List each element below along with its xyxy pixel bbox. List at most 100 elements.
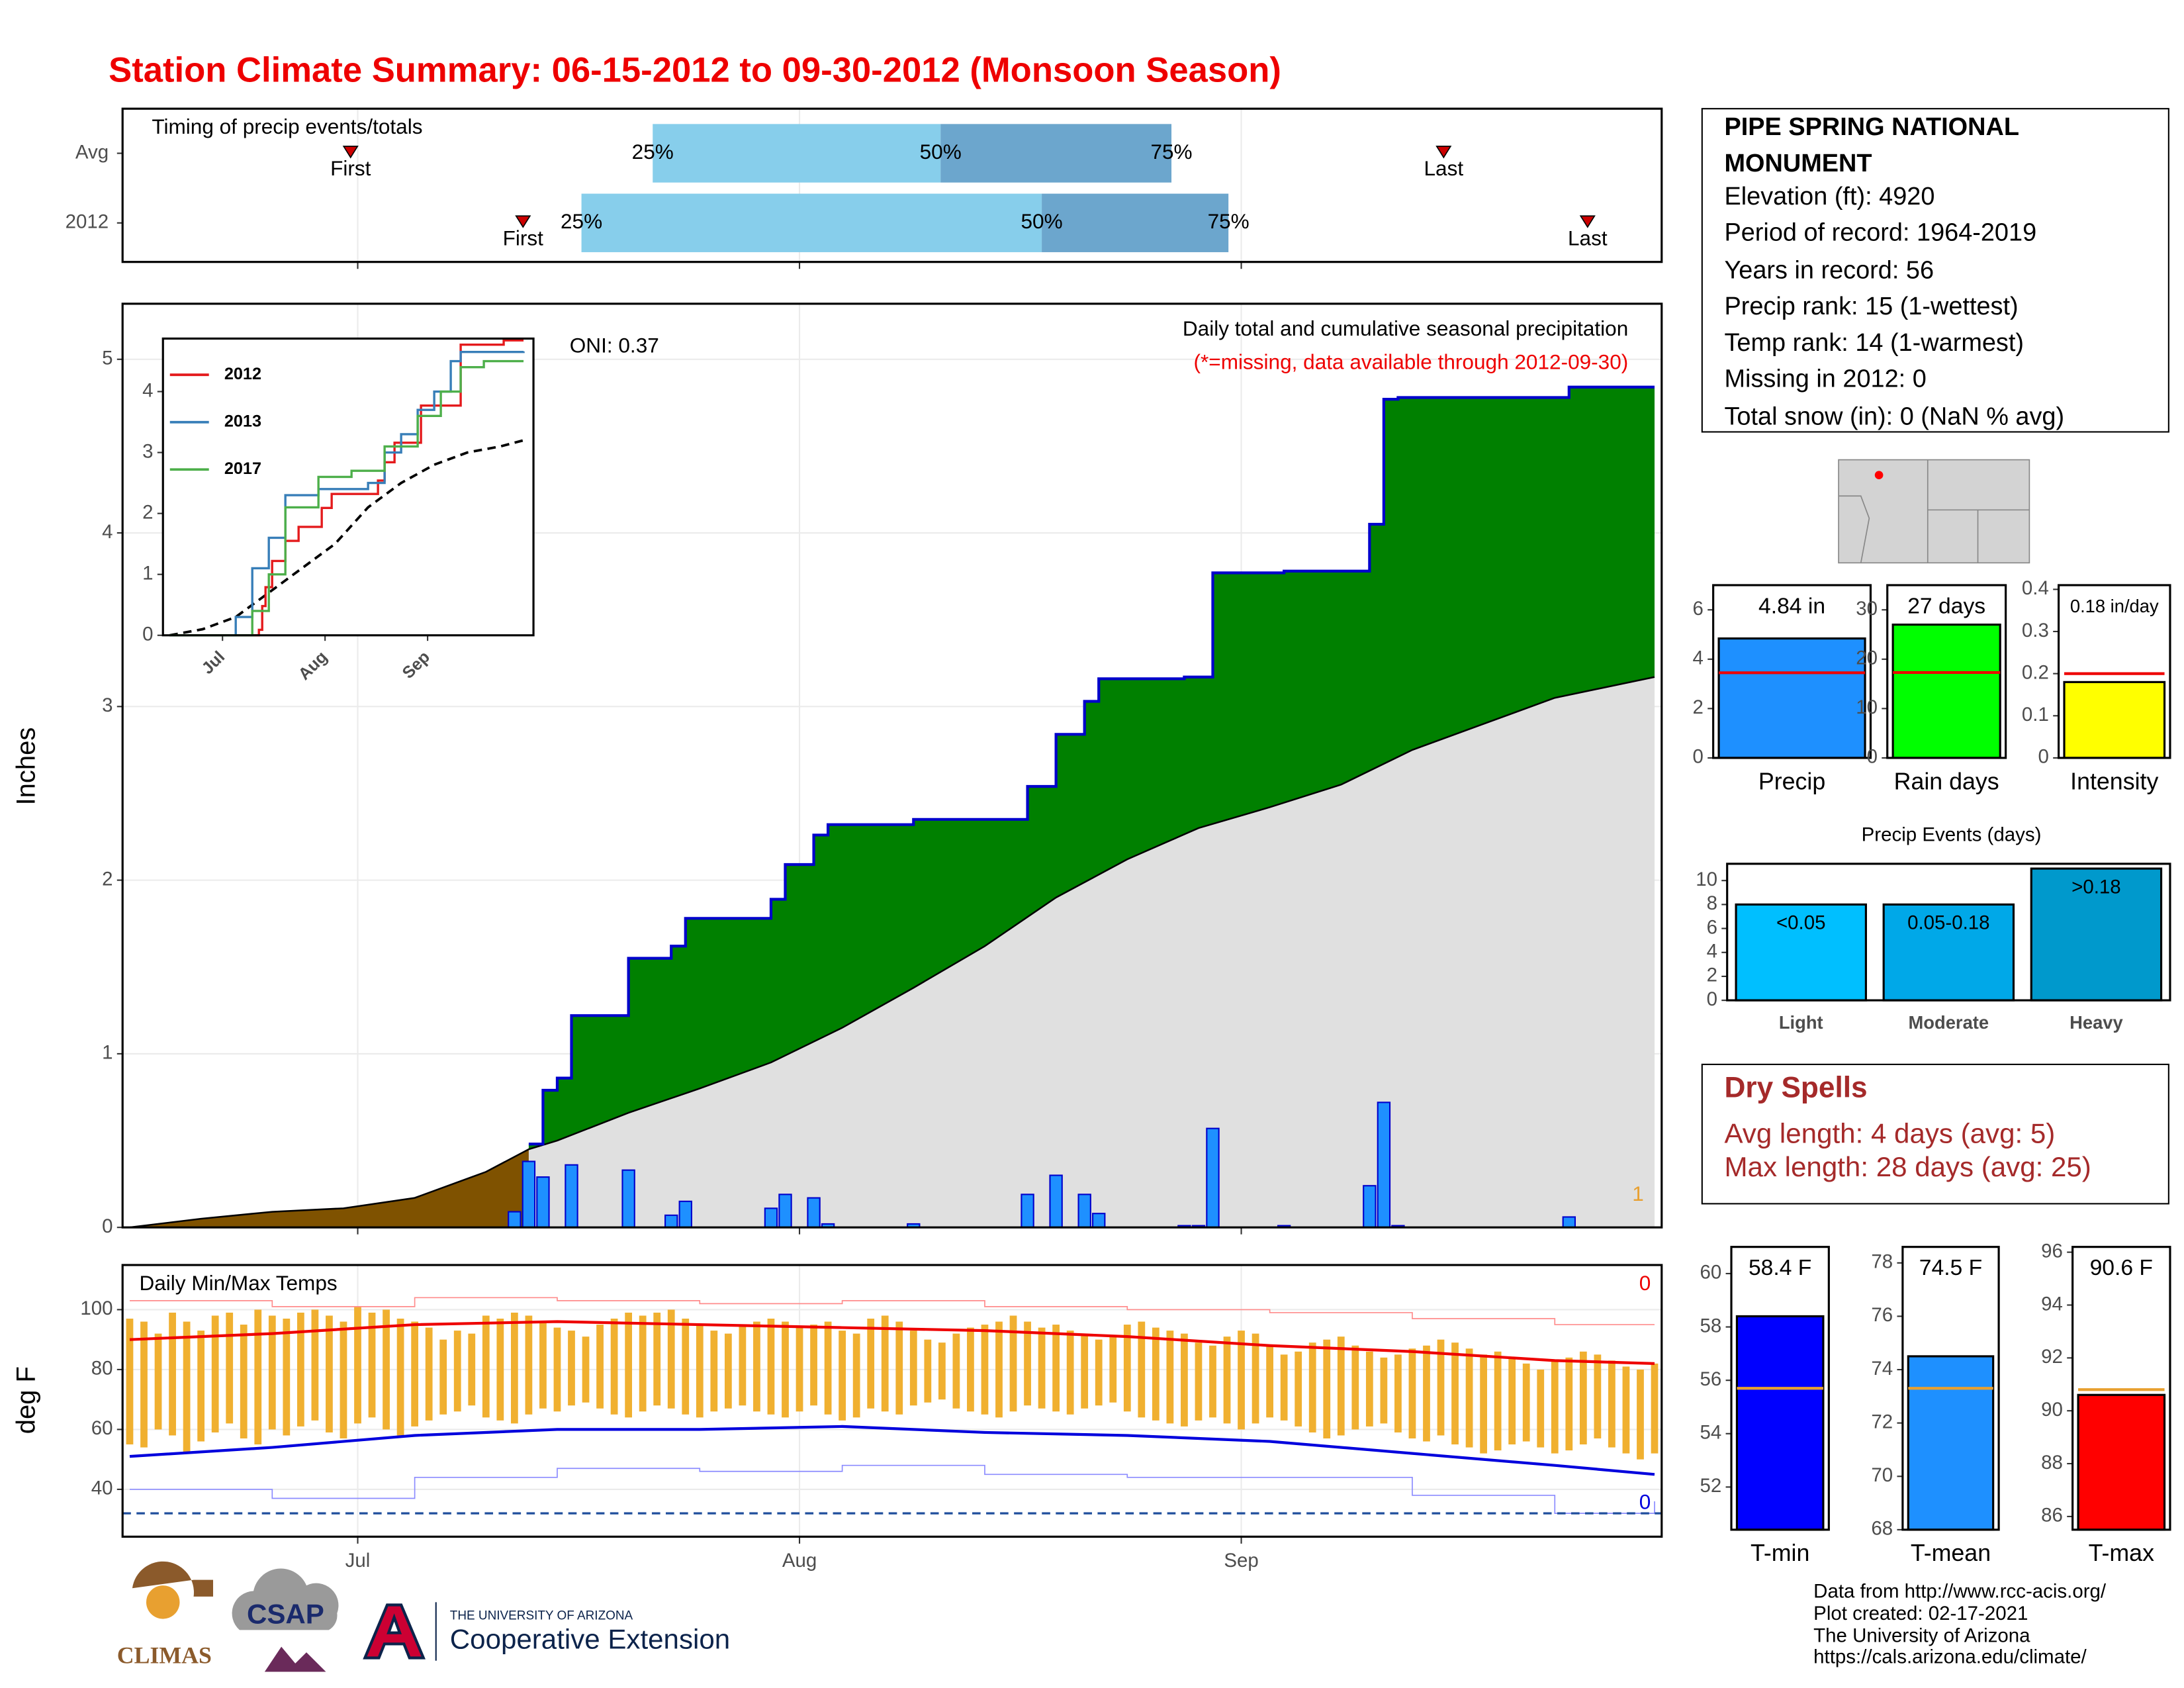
y-axis-title: deg F xyxy=(12,1366,41,1434)
temp-range-bar xyxy=(1480,1354,1487,1454)
temp-range-bar xyxy=(1565,1357,1573,1451)
daily-bar xyxy=(1206,1127,1220,1229)
y-tick-label: 0 xyxy=(1867,746,1878,768)
y-tick-label: 3 xyxy=(102,694,113,716)
station-location xyxy=(1874,471,1884,480)
bar xyxy=(2063,680,2166,759)
temp-range-bar xyxy=(1579,1351,1587,1445)
temp-range-bar xyxy=(383,1309,390,1430)
temp-range-bar xyxy=(568,1331,575,1406)
temp-range-bar xyxy=(553,1327,561,1412)
temp-range-bar xyxy=(810,1325,817,1406)
early-average-area xyxy=(129,1149,529,1228)
temp-range-bar xyxy=(1637,1369,1644,1460)
y-tick-label: 10 xyxy=(1856,696,1878,718)
daily-bar xyxy=(778,1194,792,1229)
temp-range-bar xyxy=(1308,1342,1316,1432)
y-tick-label: 2 xyxy=(102,868,113,890)
temp-range-bar xyxy=(1152,1327,1160,1421)
event-label: Last xyxy=(1568,226,1608,250)
value-label: 4.84 in xyxy=(1758,594,1825,619)
temp-range-bar xyxy=(1195,1342,1203,1421)
y-tick-label: 72 xyxy=(1871,1411,1893,1432)
temp-range-bar xyxy=(1351,1345,1359,1430)
temp-range-bar xyxy=(1052,1325,1060,1412)
map-borders xyxy=(1839,459,2030,563)
temp-range-bar xyxy=(1423,1345,1430,1442)
station-line: Temp rank: 14 (1-warmest) xyxy=(1724,329,2024,357)
daily-bar xyxy=(1562,1216,1576,1229)
y-tick-label: 92 xyxy=(2041,1346,2063,1368)
y-tick-label: 78 xyxy=(1871,1251,1893,1273)
event-label: Last xyxy=(1424,156,1464,180)
temp-range-bar xyxy=(368,1312,376,1418)
plot-frame xyxy=(121,107,1663,263)
temp-range-bar xyxy=(1166,1331,1174,1424)
university-logo-text: THE UNIVERSITY OF ARIZONA xyxy=(450,1609,633,1622)
temp-range-bar xyxy=(354,1306,361,1424)
temp-range-bar xyxy=(1551,1360,1559,1454)
low-count: 0 xyxy=(1639,1490,1651,1514)
ua-emblem xyxy=(363,1603,426,1660)
temp-range-bar xyxy=(753,1321,760,1412)
y-tick-label: 4 xyxy=(1693,647,1704,669)
temp-range-bar xyxy=(1451,1342,1459,1445)
y-tick-label: 56 xyxy=(1700,1368,1722,1390)
category-label: Precip xyxy=(1758,768,1825,794)
quartile-bar xyxy=(653,124,941,183)
extension-logo-text: Cooperative Extension xyxy=(450,1623,730,1654)
inset-background xyxy=(163,338,534,635)
y-tick-label: 0 xyxy=(2038,746,2048,768)
y-tick-label: 52 xyxy=(1700,1475,1722,1497)
temp-range-bar xyxy=(1181,1333,1188,1427)
bin-label: >0.18 xyxy=(2071,876,2121,898)
x-tick-label: Sep xyxy=(1224,1550,1258,1571)
climas-emblem xyxy=(132,1561,214,1597)
row-label: Avg xyxy=(75,141,109,163)
daily-bar xyxy=(664,1214,678,1229)
temp-range-bar xyxy=(881,1315,889,1412)
temp-range-bar xyxy=(296,1312,304,1427)
y-axis-title: Inches xyxy=(12,727,41,806)
station-line: Total snow (in): 0 (NaN % avg) xyxy=(1724,402,2064,430)
bar xyxy=(1907,1355,1995,1531)
quartile-bar xyxy=(1042,193,1229,252)
y-tick-label: 0 xyxy=(1693,746,1704,768)
y-tick-label: 3 xyxy=(142,440,153,462)
temp-range-bar xyxy=(1323,1339,1331,1438)
temp-range-bar xyxy=(340,1321,347,1438)
temp-range-bar xyxy=(411,1321,419,1427)
y-tick-label: 86 xyxy=(2041,1505,2063,1526)
temp-range-bar xyxy=(1209,1345,1216,1418)
y-tick-label: 40 xyxy=(91,1477,113,1499)
y-tick-label: 0.4 xyxy=(2022,577,2049,599)
dry-spells-box xyxy=(1701,1063,2169,1205)
y-tick-label: 90 xyxy=(2041,1399,2063,1421)
panel-title: Daily Min/Max Temps xyxy=(139,1271,337,1295)
category-label: T-min xyxy=(1751,1540,1809,1566)
quartile-label: 75% xyxy=(1150,140,1192,164)
csap-logo-text: CSAP xyxy=(247,1598,324,1629)
event-marker xyxy=(342,146,359,159)
y-tick-label: 1 xyxy=(142,562,153,584)
category-label: Light xyxy=(1779,1012,1823,1033)
temp-range-bar xyxy=(326,1315,333,1432)
plot-frame xyxy=(1726,863,2171,1002)
climas-logo-text: CLIMAS xyxy=(117,1642,212,1669)
dry-spells-line: Max length: 28 days (avg: 25) xyxy=(1724,1151,2091,1182)
event-marker xyxy=(1435,146,1452,159)
panel-subtitle: (*=missing, data available through 2012-… xyxy=(1194,350,1629,374)
y-tick-label: 2 xyxy=(1693,696,1704,718)
temp-range-bar xyxy=(924,1339,932,1403)
temp-range-bar xyxy=(1365,1351,1373,1427)
daily-bar xyxy=(1049,1174,1063,1229)
temp-range-bar xyxy=(724,1333,732,1409)
value-label: 58.4 F xyxy=(1749,1256,1811,1280)
y-tick-label: 30 xyxy=(1856,598,1878,620)
temp-range-bar xyxy=(938,1342,946,1400)
average-line xyxy=(169,439,524,637)
panel-title: Timing of precip events/totals xyxy=(152,115,422,138)
temp-range-bar xyxy=(981,1325,989,1415)
credit-line: Data from http://www.rcc-acis.org/ xyxy=(1813,1580,2107,1602)
temp-range-bar xyxy=(439,1339,447,1415)
